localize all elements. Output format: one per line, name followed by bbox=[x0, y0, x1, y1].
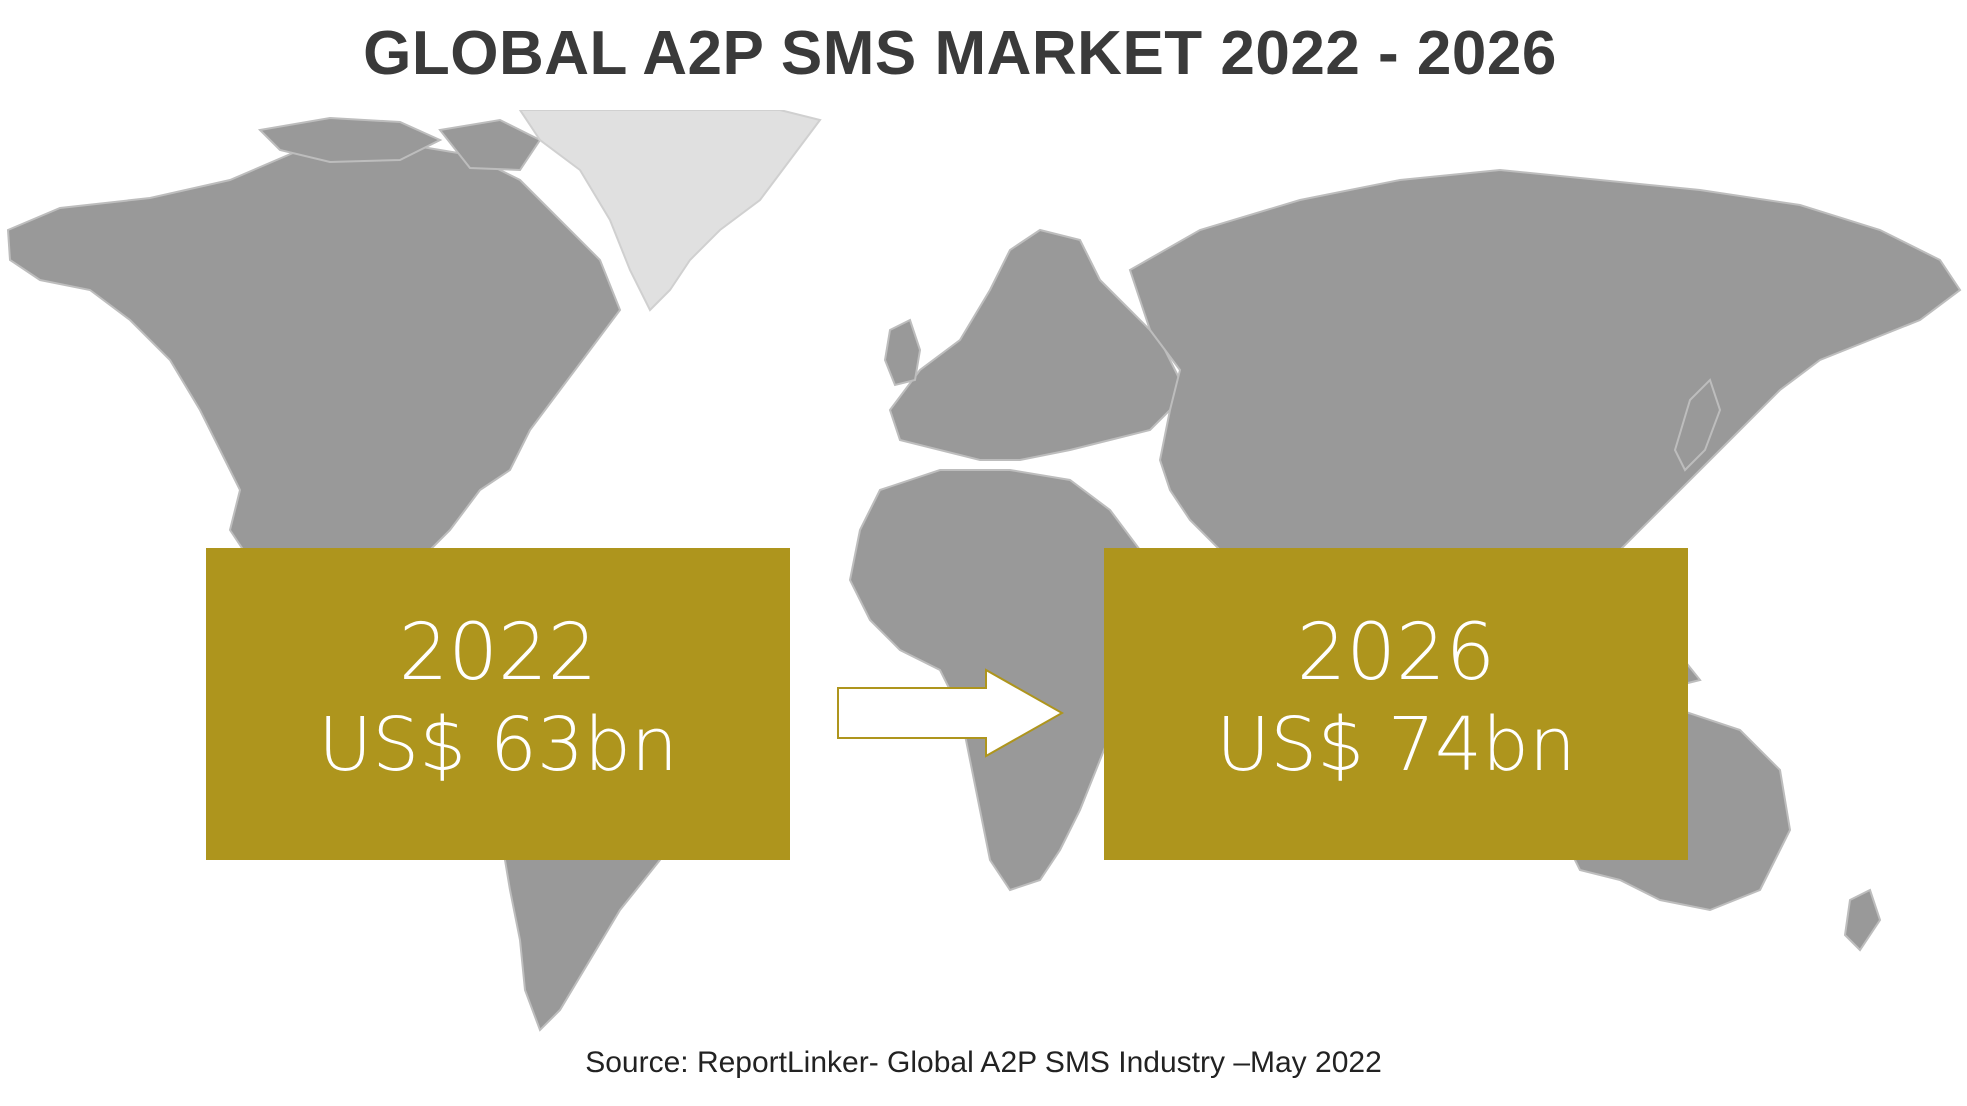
north-america-shape bbox=[6, 138, 622, 581]
greenland-shape bbox=[518, 110, 822, 312]
asia-shape bbox=[1128, 168, 1962, 602]
year-label-2026: 2026 bbox=[1296, 608, 1496, 698]
amount-label-2022: US$ 63bn bbox=[318, 702, 678, 788]
africa-shape bbox=[848, 469, 1172, 892]
page-title: GLOBAL A2P SMS MARKET 2022 - 2026 bbox=[363, 19, 1557, 88]
europe-shape bbox=[888, 228, 1182, 461]
source-caption: Source: ReportLinker- Global A2P SMS Ind… bbox=[585, 1046, 1382, 1079]
value-box-2022: 2022 US$ 63bn bbox=[206, 548, 790, 860]
year-label-2022: 2022 bbox=[398, 608, 598, 698]
right-arrow-icon bbox=[837, 668, 1065, 758]
amount-label-2026: US$ 74bn bbox=[1216, 702, 1576, 788]
value-box-2026: 2026 US$ 74bn bbox=[1104, 548, 1688, 860]
